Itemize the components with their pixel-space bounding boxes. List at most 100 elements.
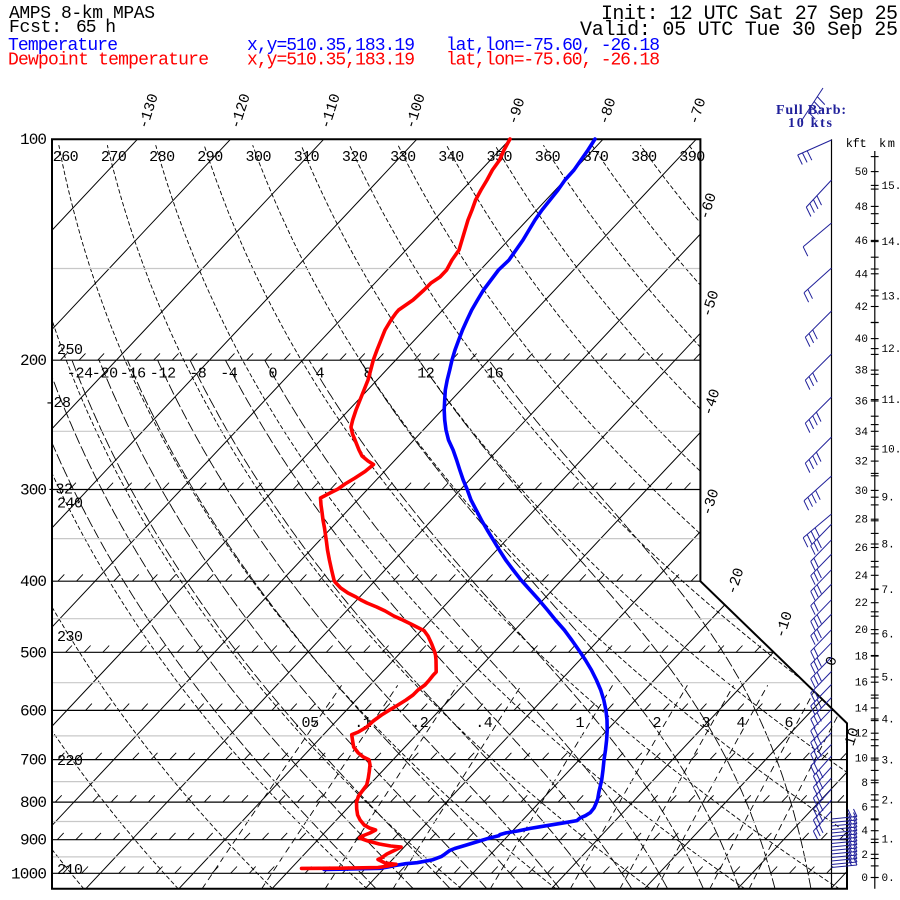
svg-text:34: 34 bbox=[855, 427, 869, 439]
svg-text:0.: 0. bbox=[882, 873, 895, 885]
svg-text:300: 300 bbox=[246, 149, 272, 166]
svg-text:6: 6 bbox=[861, 802, 868, 814]
svg-text:km: km bbox=[879, 137, 895, 151]
svg-text:lat,lon=-75.60, -26.18: lat,lon=-75.60, -26.18 bbox=[446, 51, 660, 71]
svg-text:4: 4 bbox=[736, 715, 745, 732]
svg-text:700: 700 bbox=[20, 752, 47, 770]
svg-text:11.: 11. bbox=[882, 395, 900, 407]
svg-text:10 kts: 10 kts bbox=[788, 116, 833, 131]
svg-text:360: 360 bbox=[535, 149, 561, 166]
svg-text:lat,lon=-75.60, -26.18: lat,lon=-75.60, -26.18 bbox=[446, 36, 660, 56]
svg-text:330: 330 bbox=[390, 149, 416, 166]
svg-text:Temperature: Temperature bbox=[8, 36, 118, 56]
svg-text:Full Barb:: Full Barb: bbox=[776, 103, 846, 118]
svg-text:900: 900 bbox=[20, 832, 47, 850]
svg-text:290: 290 bbox=[197, 149, 223, 166]
svg-text:48: 48 bbox=[855, 202, 868, 214]
svg-text:14.: 14. bbox=[882, 237, 900, 249]
svg-text:260: 260 bbox=[53, 149, 79, 166]
svg-text:-32: -32 bbox=[47, 482, 73, 499]
svg-text:210: 210 bbox=[57, 862, 83, 879]
svg-text:8: 8 bbox=[861, 778, 868, 790]
svg-text:44: 44 bbox=[855, 269, 869, 281]
svg-text:280: 280 bbox=[149, 149, 175, 166]
svg-text:6.: 6. bbox=[882, 629, 895, 641]
svg-text:-16: -16 bbox=[120, 366, 146, 383]
svg-text:12: 12 bbox=[417, 366, 435, 383]
svg-text:500: 500 bbox=[20, 644, 47, 662]
svg-text:9.: 9. bbox=[882, 493, 895, 505]
svg-text:-24: -24 bbox=[67, 366, 93, 383]
svg-text:1.: 1. bbox=[882, 835, 895, 847]
svg-text:200: 200 bbox=[20, 352, 47, 370]
svg-text:.4: .4 bbox=[475, 715, 493, 732]
svg-text:3: 3 bbox=[701, 715, 710, 732]
svg-text:340: 340 bbox=[438, 149, 464, 166]
svg-text:22: 22 bbox=[855, 598, 868, 610]
svg-text:kft: kft bbox=[846, 137, 867, 151]
svg-text:300: 300 bbox=[20, 482, 47, 500]
svg-text:1: 1 bbox=[575, 715, 584, 732]
svg-text:5.: 5. bbox=[882, 673, 895, 685]
svg-text:16: 16 bbox=[855, 678, 868, 690]
svg-text:390: 390 bbox=[679, 149, 705, 166]
svg-text:Valid: 05 UTC Tue 30 Sep 25: Valid: 05 UTC Tue 30 Sep 25 bbox=[580, 19, 898, 42]
svg-text:10: 10 bbox=[842, 726, 864, 748]
svg-text:32: 32 bbox=[855, 457, 868, 469]
svg-text:-28: -28 bbox=[45, 395, 71, 412]
svg-text:Init: 12 UTC Sat 27 Sep 25: Init: 12 UTC Sat 27 Sep 25 bbox=[601, 3, 898, 26]
svg-text:4: 4 bbox=[861, 826, 868, 838]
svg-text:8.: 8. bbox=[882, 540, 895, 552]
svg-text:13.: 13. bbox=[882, 291, 900, 303]
svg-text:10.: 10. bbox=[882, 445, 900, 457]
svg-text:14: 14 bbox=[855, 703, 869, 715]
svg-text:.05: .05 bbox=[293, 715, 319, 732]
svg-text:24: 24 bbox=[855, 571, 869, 583]
svg-text:4: 4 bbox=[315, 366, 324, 383]
svg-text:1000: 1000 bbox=[11, 865, 47, 883]
svg-text:30: 30 bbox=[855, 486, 868, 498]
svg-text:36: 36 bbox=[855, 397, 868, 409]
svg-text:15.: 15. bbox=[882, 181, 900, 193]
svg-text:12: 12 bbox=[855, 729, 868, 741]
svg-text:310: 310 bbox=[294, 149, 320, 166]
svg-text:400: 400 bbox=[20, 573, 47, 591]
svg-text:16: 16 bbox=[486, 366, 504, 383]
svg-text:46: 46 bbox=[855, 236, 868, 248]
svg-text:0: 0 bbox=[268, 366, 277, 383]
svg-text:0: 0 bbox=[861, 873, 868, 885]
svg-text:50: 50 bbox=[855, 167, 868, 179]
svg-text:600: 600 bbox=[20, 702, 47, 720]
svg-text:Fcst:: Fcst: bbox=[9, 18, 62, 38]
svg-text:18: 18 bbox=[855, 652, 868, 664]
svg-text:250: 250 bbox=[57, 342, 83, 359]
svg-text:26: 26 bbox=[855, 543, 868, 555]
svg-text:7.: 7. bbox=[882, 585, 895, 597]
svg-text:800: 800 bbox=[20, 794, 47, 812]
svg-text:370: 370 bbox=[583, 149, 609, 166]
svg-text:2: 2 bbox=[861, 850, 868, 862]
svg-text:-4: -4 bbox=[220, 366, 238, 383]
svg-text:2: 2 bbox=[652, 715, 661, 732]
svg-text:6: 6 bbox=[784, 715, 793, 732]
svg-text:-20: -20 bbox=[92, 366, 118, 383]
svg-text:65 h: 65 h bbox=[76, 18, 116, 38]
svg-text:38: 38 bbox=[855, 366, 868, 378]
svg-text:.2: .2 bbox=[411, 715, 429, 732]
svg-text:AMPS 8-km MPAS: AMPS 8-km MPAS bbox=[9, 4, 155, 24]
svg-text:240: 240 bbox=[57, 495, 83, 512]
svg-text:-12: -12 bbox=[150, 366, 176, 383]
svg-text:230: 230 bbox=[57, 629, 83, 646]
svg-text:10: 10 bbox=[855, 754, 868, 766]
svg-text:4.: 4. bbox=[882, 715, 895, 727]
svg-text:42: 42 bbox=[855, 302, 868, 314]
svg-text:Dewpoint temperature: Dewpoint temperature bbox=[8, 51, 209, 71]
svg-text:2.: 2. bbox=[882, 796, 895, 808]
svg-text:100: 100 bbox=[20, 131, 47, 149]
svg-text:x,y=510.35,183.19: x,y=510.35,183.19 bbox=[247, 51, 415, 71]
svg-text:380: 380 bbox=[631, 149, 657, 166]
svg-text:-8: -8 bbox=[189, 366, 207, 383]
svg-text:320: 320 bbox=[342, 149, 368, 166]
svg-text:20: 20 bbox=[855, 625, 868, 637]
svg-text:220: 220 bbox=[57, 753, 83, 770]
